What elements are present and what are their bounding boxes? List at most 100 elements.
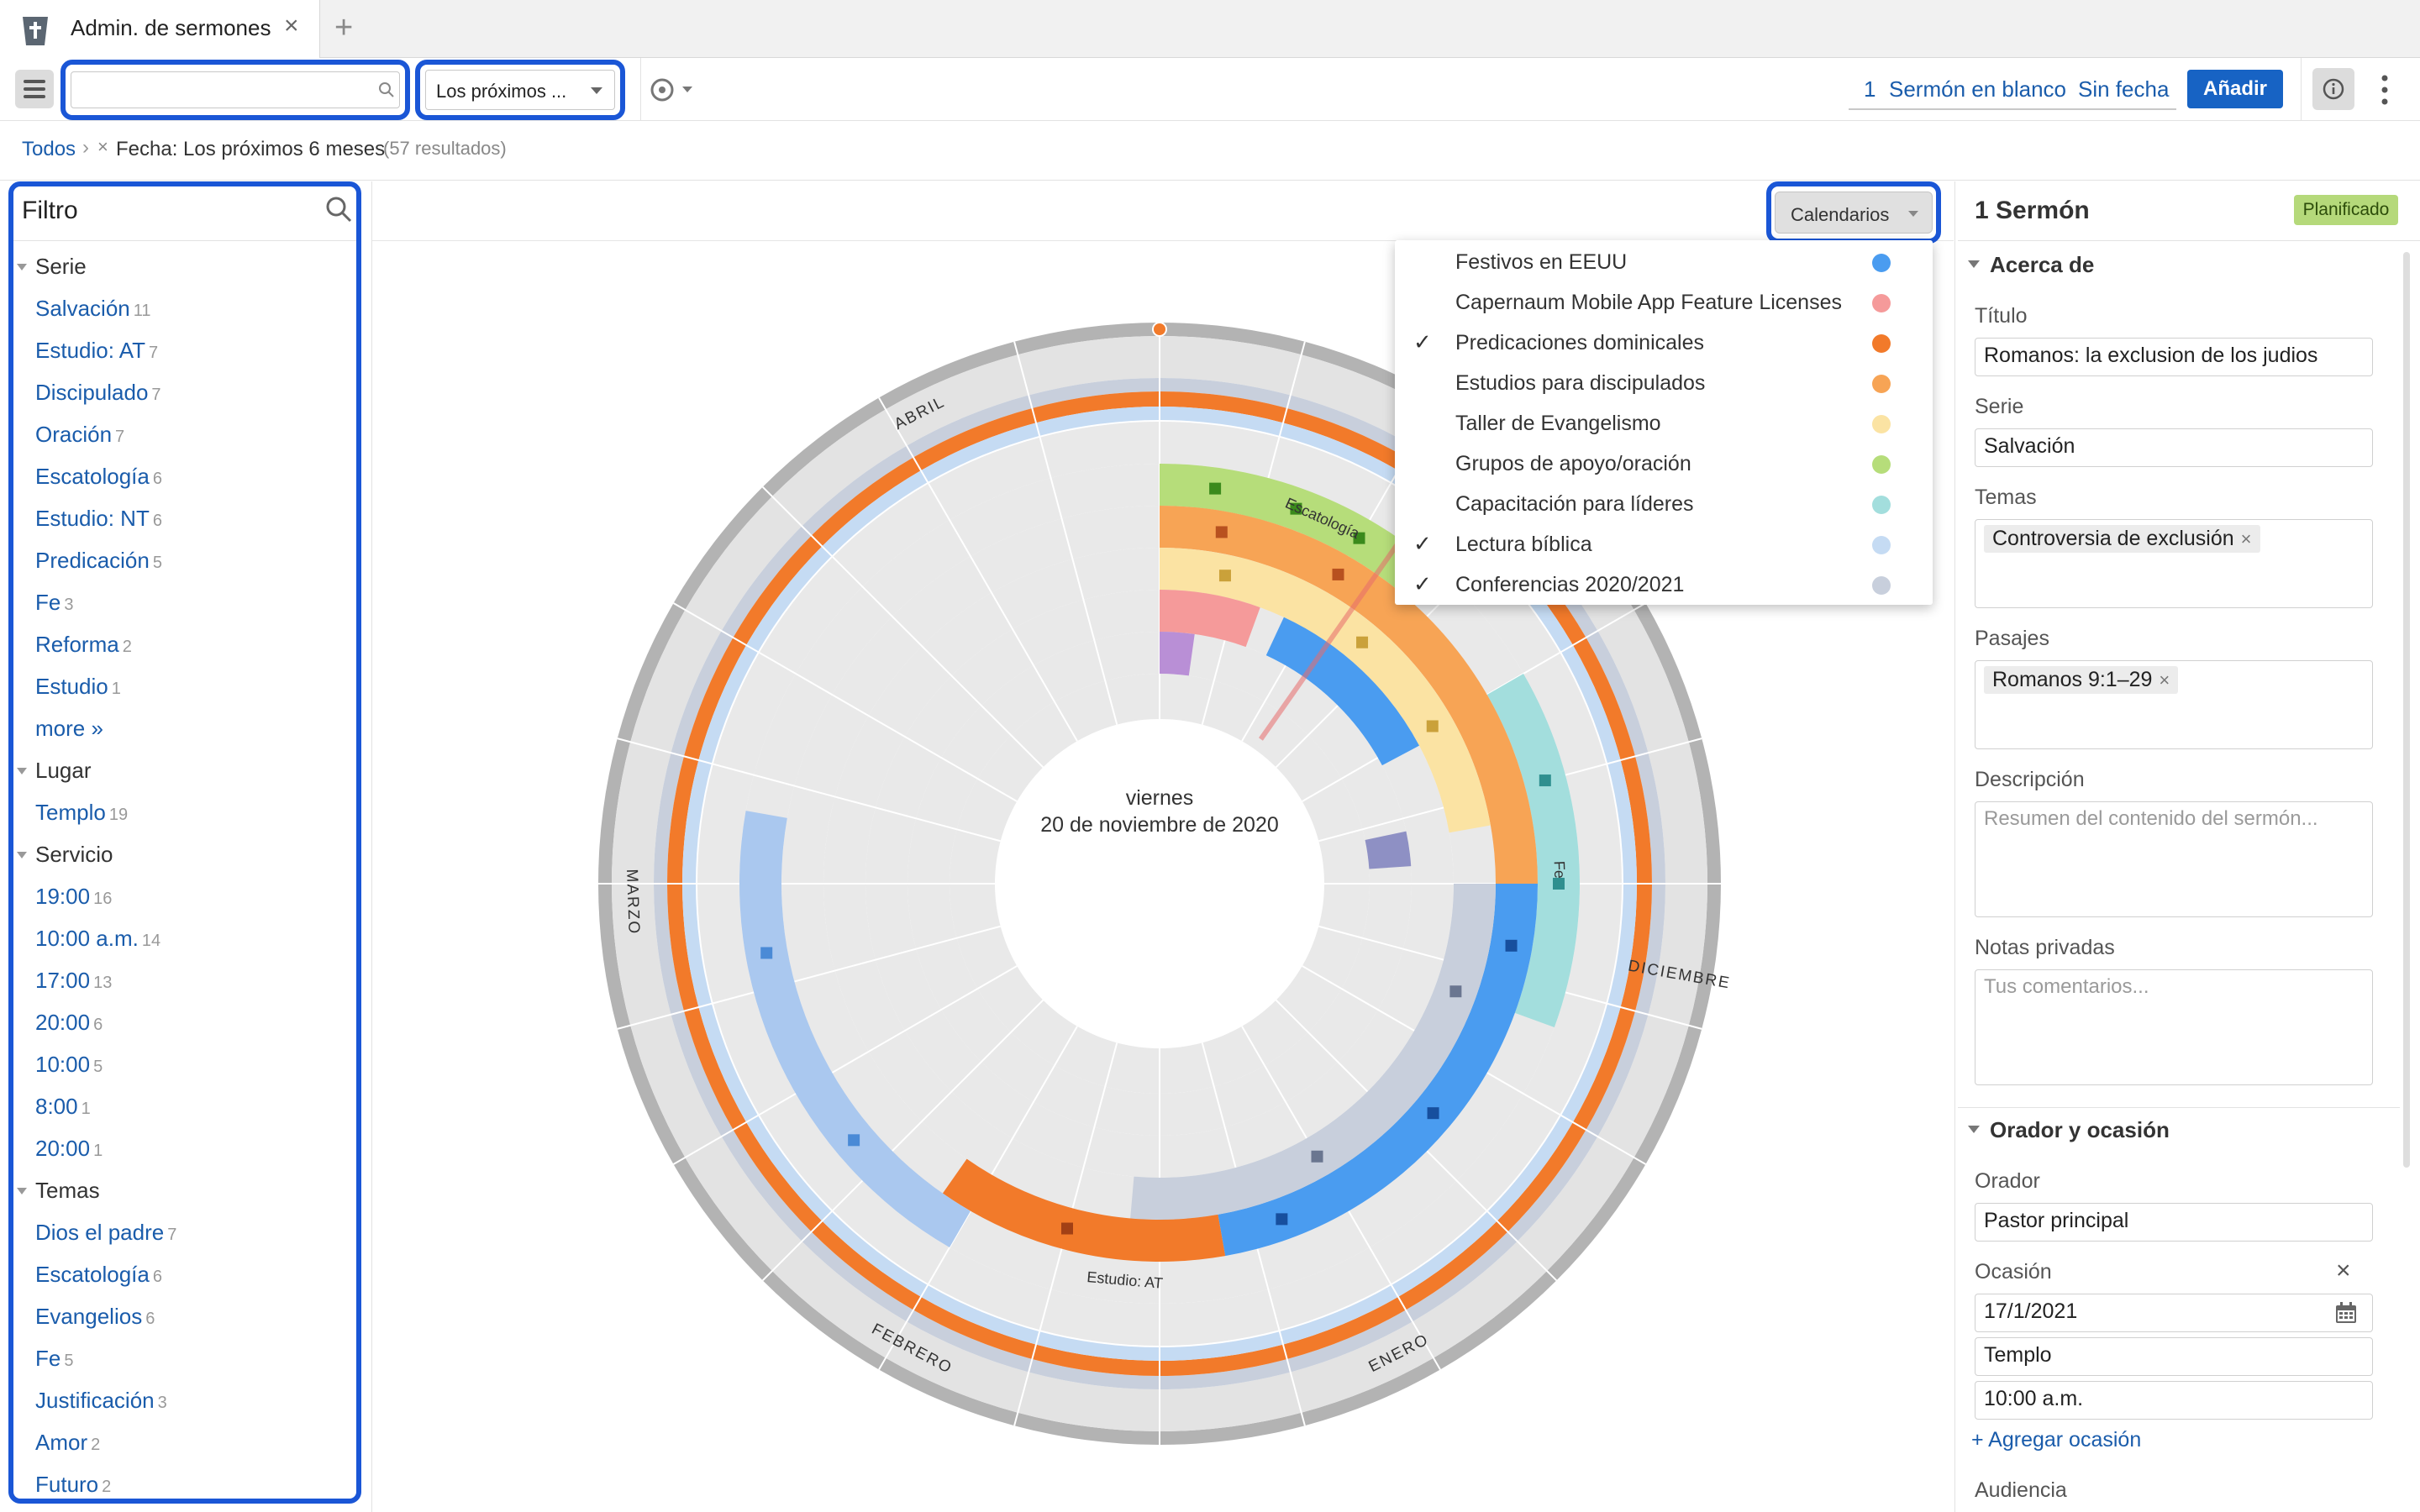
filter-item[interactable]: 10:00 5 xyxy=(12,1043,353,1085)
start-marker xyxy=(1152,322,1167,337)
event-marker[interactable] xyxy=(1505,939,1518,952)
calendar-option[interactable]: ✓ Conferencias 2020/2021 xyxy=(1395,564,1933,605)
filter-item[interactable]: Fe 3 xyxy=(12,581,353,623)
filter-item[interactable]: Estudio: AT 7 xyxy=(12,329,353,371)
event-marker[interactable] xyxy=(1218,570,1231,582)
filter-item[interactable]: Predicación 5 xyxy=(12,539,353,581)
add-occasion-link[interactable]: + Agregar ocasión xyxy=(1971,1428,2142,1452)
calendar-option[interactable]: Taller de Evangelismo xyxy=(1395,403,1933,444)
filter-item[interactable]: 19:00 16 xyxy=(12,875,353,917)
status-badge[interactable]: Planificado xyxy=(2294,195,2398,225)
new-tab-icon[interactable]: + xyxy=(334,10,354,45)
calendar-option[interactable]: Capacitación para líderes xyxy=(1395,484,1933,524)
event-marker[interactable] xyxy=(1449,985,1462,998)
filter-item[interactable]: Futuro 2 xyxy=(12,1463,353,1505)
event-marker[interactable] xyxy=(760,947,773,959)
series-input[interactable]: Salvación xyxy=(1975,428,2373,467)
filter-group-serie[interactable]: Serie xyxy=(12,245,353,287)
event-marker[interactable] xyxy=(1553,878,1565,890)
filter-item[interactable]: Salvación 11 xyxy=(12,287,353,329)
calendar-option[interactable]: Estudios para discipulados xyxy=(1395,363,1933,403)
tab-close-icon[interactable]: × xyxy=(284,12,299,39)
calendars-button[interactable]: Calendarios xyxy=(1775,192,1933,234)
blank-sermon-count[interactable]: 1 xyxy=(1864,76,1876,102)
occasion-time-input[interactable]: 10:00 a.m. xyxy=(1975,1381,2373,1420)
remove-tag-icon[interactable]: × xyxy=(2240,528,2252,549)
description-textarea[interactable]: Resumen del contenido del sermón... xyxy=(1975,801,2373,917)
caret-down-icon[interactable] xyxy=(1968,1126,1980,1133)
event-marker[interactable] xyxy=(848,1134,860,1147)
divider xyxy=(13,240,356,241)
filter-item[interactable]: Dios el padre 7 xyxy=(12,1211,353,1253)
remove-filter-icon[interactable]: × xyxy=(97,136,108,157)
filter-group-lugar[interactable]: Lugar xyxy=(12,749,353,791)
event-marker[interactable] xyxy=(1276,1213,1288,1226)
filter-item[interactable]: Oración 7 xyxy=(12,413,353,455)
calendar-option[interactable]: ✓ Lectura bíblica xyxy=(1395,524,1933,564)
notes-textarea[interactable]: Tus comentarios... xyxy=(1975,969,2373,1085)
filter-item[interactable]: Amor 2 xyxy=(12,1421,353,1463)
calendar-icon[interactable] xyxy=(2334,1301,2358,1325)
event-marker[interactable] xyxy=(1061,1222,1074,1235)
calendar-option[interactable]: ✓ Predicaciones dominicales xyxy=(1395,323,1933,363)
occasion-place-input[interactable]: Templo xyxy=(1975,1337,2373,1376)
arc-orange-bottom xyxy=(942,1158,1226,1262)
passages-field[interactable]: Romanos 9:1–29 × xyxy=(1975,660,2373,749)
event-marker[interactable] xyxy=(1290,502,1302,515)
filter-search-icon[interactable] xyxy=(324,195,353,223)
filter-item[interactable]: Discipulado 7 xyxy=(12,371,353,413)
target-icon[interactable] xyxy=(649,76,676,103)
event-marker[interactable] xyxy=(1539,774,1551,787)
section-speaker-occasion[interactable]: Orador y ocasión xyxy=(1990,1117,2170,1142)
event-marker[interactable] xyxy=(1209,482,1222,495)
topics-field[interactable]: Controversia de exclusión × xyxy=(1975,519,2373,608)
filter-group-servicio[interactable]: Servicio xyxy=(12,833,353,875)
filter-item[interactable]: Estudio: NT 6 xyxy=(12,497,353,539)
caret-down-icon[interactable] xyxy=(1968,260,1980,268)
search-input[interactable] xyxy=(71,71,400,108)
date-range-select[interactable]: Los próximos ... xyxy=(425,70,615,110)
event-marker[interactable] xyxy=(1215,526,1228,538)
remove-tag-icon[interactable]: × xyxy=(2159,669,2170,690)
filter-item[interactable]: 20:00 1 xyxy=(12,1127,353,1169)
occasion-date-input[interactable]: 17/1/2021 xyxy=(1975,1294,2373,1332)
filter-item[interactable]: 17:00 13 xyxy=(12,959,353,1001)
add-button[interactable]: Añadir xyxy=(2187,70,2283,108)
filter-more-link[interactable]: more » xyxy=(12,707,353,749)
calendar-option[interactable]: Grupos de apoyo/oración xyxy=(1395,444,1933,484)
event-marker[interactable] xyxy=(1311,1150,1323,1163)
filter-group-temas[interactable]: Temas xyxy=(12,1169,353,1211)
event-marker[interactable] xyxy=(1356,636,1369,648)
event-marker[interactable] xyxy=(1353,532,1365,544)
filter-item[interactable]: 20:00 6 xyxy=(12,1001,353,1043)
filter-item[interactable]: Estudio 1 xyxy=(12,665,353,707)
tab-sermon-admin[interactable]: Admin. de sermones × xyxy=(0,0,320,58)
filter-item[interactable]: Justificación 3 xyxy=(12,1379,353,1421)
calendar-option[interactable]: Festivos en EEUU xyxy=(1395,242,1933,282)
title-input[interactable]: Romanos: la exclusion de los judios xyxy=(1975,338,2373,376)
filter-item[interactable]: Evangelios 6 xyxy=(12,1295,353,1337)
remove-occasion-icon[interactable]: × xyxy=(2336,1257,2351,1284)
speaker-input[interactable]: Pastor principal xyxy=(1975,1203,2373,1242)
filter-item[interactable]: Reforma 2 xyxy=(12,623,353,665)
breadcrumb-all-link[interactable]: Todos xyxy=(22,138,76,160)
filter-item[interactable]: Escatología 6 xyxy=(12,455,353,497)
menu-button[interactable] xyxy=(15,70,54,108)
calendar-option[interactable]: Capernaum Mobile App Feature Licenses xyxy=(1395,282,1933,323)
event-marker[interactable] xyxy=(1332,568,1344,580)
scrollbar-thumb[interactable] xyxy=(2403,252,2410,1168)
filter-item[interactable]: 8:00 1 xyxy=(12,1085,353,1127)
info-button[interactable] xyxy=(2312,68,2354,110)
filter-item[interactable]: Fe 5 xyxy=(12,1337,353,1379)
no-date-link[interactable]: Sin fecha xyxy=(2078,76,2170,102)
event-marker[interactable] xyxy=(1426,720,1439,732)
filter-item[interactable]: Escatología 6 xyxy=(12,1253,353,1295)
filter-item[interactable]: 10:00 a.m. 14 xyxy=(12,917,353,959)
more-options-icon[interactable] xyxy=(2381,73,2388,107)
section-about[interactable]: Acerca de xyxy=(1990,252,2095,277)
filter-item[interactable]: Templo 19 xyxy=(12,791,353,833)
event-marker[interactable] xyxy=(1427,1107,1439,1120)
blank-sermon-link[interactable]: Sermón en blanco xyxy=(1889,76,2067,102)
chevron-down-icon[interactable] xyxy=(682,87,692,92)
